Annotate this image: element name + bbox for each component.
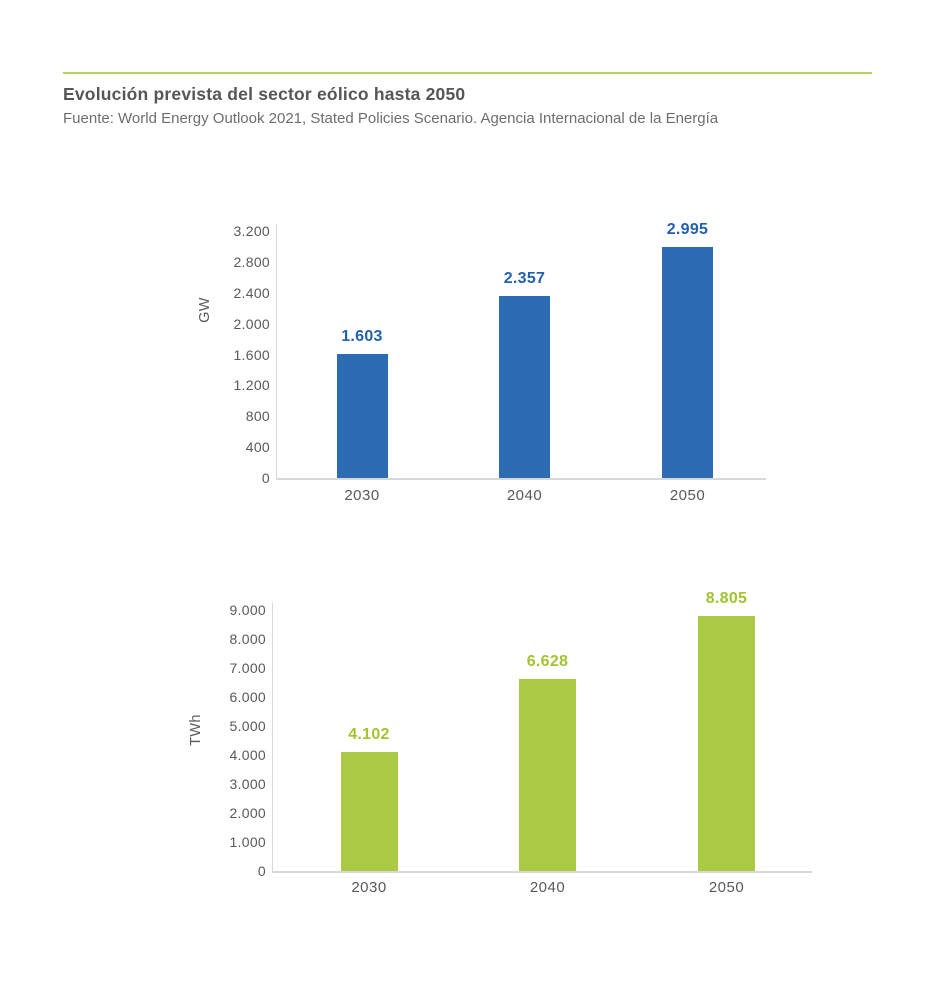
bar-2040 xyxy=(499,296,550,478)
bar-value-label: 2.357 xyxy=(503,270,546,288)
y-axis-line xyxy=(271,603,273,873)
bar-value-label: 2.995 xyxy=(666,220,709,238)
y-tick-label: 3.000 xyxy=(229,776,266,792)
x-tick-label: 2040 xyxy=(529,879,566,896)
bar-value-label: 4.102 xyxy=(348,726,390,744)
x-tick-label: 2030 xyxy=(351,879,387,896)
x-tick-label: 2040 xyxy=(506,487,543,504)
y-tick-label: 0 xyxy=(257,863,266,879)
y-tick-label: 1.200 xyxy=(233,377,270,394)
y-axis-line xyxy=(275,224,277,480)
x-tick-label: 2030 xyxy=(344,487,380,504)
y-tick-label: 400 xyxy=(245,439,270,456)
y-tick-label: 8.000 xyxy=(229,631,266,647)
x-tick-label: 2050 xyxy=(708,879,745,896)
y-tick-label: 4.000 xyxy=(229,747,266,763)
y-tick-label: 2.800 xyxy=(233,253,270,270)
bar-2030 xyxy=(336,354,388,478)
y-axis-label-twh: TWh xyxy=(188,714,204,746)
accent-divider-line xyxy=(63,72,872,74)
page-title: Evolución prevista del sector eólico has… xyxy=(63,84,466,104)
bar-value-label: 8.805 xyxy=(705,589,748,607)
bar-value-label: 1.603 xyxy=(341,328,383,346)
bar-2040 xyxy=(519,678,576,871)
y-tick-label: 1.600 xyxy=(233,346,270,363)
y-tick-label: 3.200 xyxy=(233,223,270,239)
x-axis-line xyxy=(275,478,766,480)
bar-2050 xyxy=(662,246,713,478)
y-tick-label: 7.000 xyxy=(229,660,266,676)
bar-2030 xyxy=(340,752,398,871)
y-tick-label: 800 xyxy=(245,408,270,425)
x-tick-label: 2050 xyxy=(669,487,706,504)
source-caption: Fuente: World Energy Outlook 2021, State… xyxy=(63,110,719,127)
y-tick-label: 5.000 xyxy=(229,718,266,734)
y-tick-label: 6.000 xyxy=(229,689,266,705)
y-tick-label: 1.000 xyxy=(229,834,266,850)
y-tick-label: 9.000 xyxy=(229,602,266,618)
y-tick-label: 2.000 xyxy=(233,315,270,332)
y-tick-label: 2.000 xyxy=(229,805,266,821)
y-tick-label: 0 xyxy=(261,470,270,486)
x-axis-line xyxy=(271,871,812,873)
y-tick-label: 2.400 xyxy=(233,284,270,301)
bar-2050 xyxy=(698,615,755,871)
bar-value-label: 6.628 xyxy=(526,652,569,670)
